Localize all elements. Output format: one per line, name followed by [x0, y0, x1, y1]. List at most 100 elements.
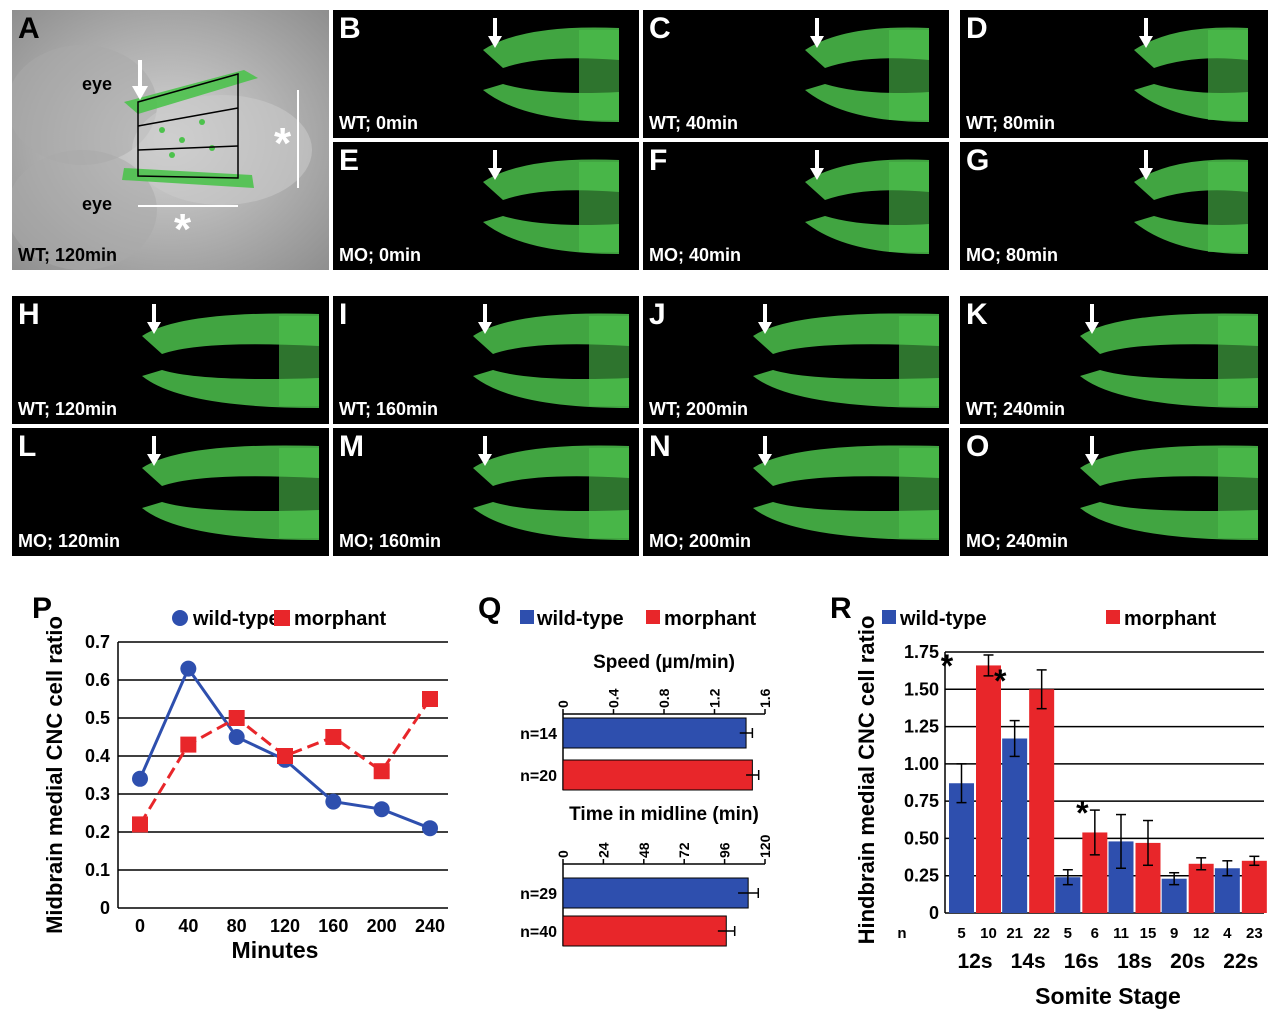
eye-label-top: eye	[82, 74, 113, 94]
arrow-icon	[810, 150, 824, 180]
point-wild-type	[132, 770, 148, 787]
arrow-icon	[478, 436, 492, 466]
legend-marker-morphant	[274, 610, 290, 626]
x-tick-label: 240	[415, 916, 445, 936]
x-tick-label: 160	[318, 916, 348, 936]
panel-caption: MO; 80min	[966, 245, 1059, 265]
panel-g: G MO; 80min	[960, 142, 1268, 270]
x-tick-label: 0	[555, 700, 571, 708]
n-count-label: 4	[1223, 925, 1232, 942]
significance-asterisk: *	[994, 663, 1007, 699]
panel-letter: O	[966, 430, 990, 463]
bar	[562, 717, 747, 749]
panel-caption: MO; 0min	[339, 245, 422, 265]
legend-label-wild-type: wild-type	[536, 608, 624, 630]
arrow-icon	[132, 60, 148, 100]
cell-mass-image	[483, 150, 619, 254]
point-wild-type	[325, 793, 342, 810]
panel-caption: WT; 120min	[18, 245, 118, 265]
point-morphant	[277, 748, 293, 764]
legend-label-morphant: morphant	[664, 608, 757, 630]
panel-caption: WT; 200min	[649, 399, 749, 419]
arrow-icon	[758, 436, 772, 466]
panel-caption: WT; 240min	[966, 399, 1066, 419]
legend-label-wild-type: wild-type	[899, 608, 987, 630]
category-label: n=40	[520, 924, 557, 941]
point-morphant	[228, 710, 245, 726]
x-tick-label: 20s	[1170, 950, 1205, 973]
y-tick-label: 0.75	[904, 791, 939, 811]
y-tick-label: 0	[929, 903, 939, 923]
y-tick-label: 0.25	[904, 866, 939, 886]
n-count-label: 12	[1193, 925, 1210, 942]
asterisk-right: *	[274, 119, 292, 168]
x-tick-label: 1.6	[757, 688, 773, 708]
arrow-icon	[1139, 18, 1153, 48]
arrow-icon	[488, 150, 502, 180]
cell-mass-image	[1134, 18, 1248, 122]
n-count-label: 6	[1091, 925, 1099, 942]
point-wild-type	[228, 729, 245, 745]
arrow-icon	[478, 304, 492, 334]
bar	[1029, 689, 1055, 913]
cell-mass-image	[142, 436, 319, 540]
n-count-label: 21	[1006, 925, 1023, 942]
n-count-label: 9	[1170, 925, 1178, 942]
n-count-label: 5	[957, 925, 965, 942]
panel-caption: WT; 40min	[649, 113, 739, 133]
panel-a: A eye eye * * WT; 120min	[12, 10, 329, 270]
n-count-label: 11	[1113, 925, 1129, 942]
significance-asterisk: *	[1076, 795, 1089, 831]
point-wild-type	[180, 660, 197, 677]
panel-caption: MO; 200min	[649, 531, 752, 551]
cell-mass-image	[473, 436, 629, 540]
bar	[1241, 860, 1267, 913]
y-tick-label: 0.1	[85, 860, 110, 880]
x-tick-label: 120	[757, 834, 773, 858]
y-tick-label: 0.2	[85, 822, 110, 842]
arrow-icon	[147, 304, 161, 334]
panel-letter: F	[649, 144, 668, 177]
panel-a-cell-clusters	[122, 70, 258, 188]
panel-caption: MO; 40min	[649, 245, 742, 265]
subchart-title: Speed (µm/min)	[593, 652, 735, 673]
x-tick-label: 18s	[1117, 950, 1152, 973]
x-tick-label: 24	[595, 842, 611, 858]
x-axis-label: Somite Stage	[1035, 983, 1181, 1009]
cell-mass-image	[1080, 304, 1258, 408]
arrow-icon	[1085, 304, 1099, 334]
x-tick-label: 80	[227, 916, 247, 936]
n-count-label: 5	[1064, 925, 1072, 942]
significance-asterisk: *	[941, 648, 954, 684]
cell-mass-image	[473, 304, 629, 408]
x-tick-label: 0	[555, 850, 571, 858]
y-axis-label: Midbrain medial CNC cell ratio	[42, 616, 67, 934]
panel-d: D WT; 80min	[960, 10, 1268, 138]
panel-letter: L	[18, 430, 37, 463]
bar	[1002, 738, 1028, 913]
y-tick-label: 0.50	[904, 828, 939, 848]
panel-a-image	[12, 10, 329, 270]
legend-marker-wild-type	[172, 610, 188, 626]
x-tick-label: 22s	[1223, 950, 1258, 973]
y-tick-label: 1.25	[904, 717, 939, 737]
x-tick-label: 0	[135, 916, 145, 936]
panel-letter: P	[32, 592, 52, 625]
n-count-label: 23	[1246, 925, 1263, 942]
y-tick-label: 0.3	[85, 784, 110, 804]
eye-label-bottom: eye	[82, 194, 113, 214]
n-count-label: 15	[1140, 925, 1157, 942]
x-tick-label: 48	[636, 842, 652, 858]
n-row-label: n	[897, 925, 906, 942]
cell-mass-image	[1134, 150, 1248, 254]
bar	[976, 665, 1001, 913]
panel-caption: WT; 80min	[966, 113, 1056, 133]
panel-letter: Q	[478, 592, 501, 625]
panel-letter: N	[649, 430, 671, 463]
bar	[949, 783, 974, 913]
arrow-icon	[1085, 436, 1099, 466]
cell-mass-image	[1080, 436, 1258, 540]
panel-letter: A	[18, 12, 40, 45]
y-tick-label: 1.50	[904, 679, 939, 699]
category-label: n=14	[520, 726, 557, 743]
